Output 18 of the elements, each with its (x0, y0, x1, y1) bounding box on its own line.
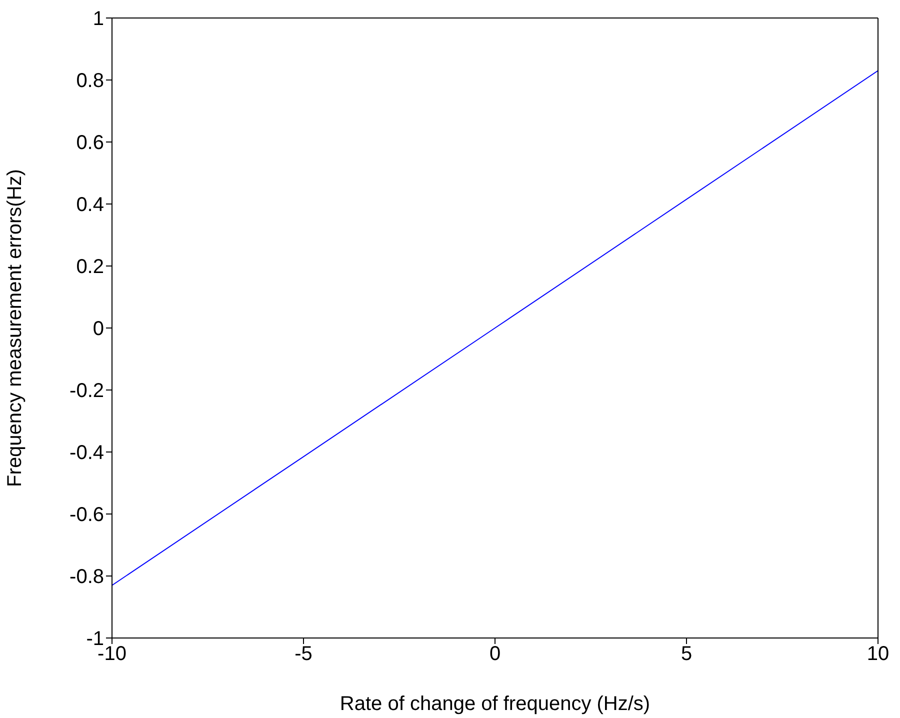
y-tick-label: -0.8 (70, 566, 104, 588)
x-tick-label: 5 (680, 643, 692, 666)
line-series (112, 70, 878, 586)
y-axis-title: Frequency measurement errors(Hz) (4, 169, 26, 487)
y-tick-label: -0.2 (70, 380, 104, 402)
y-tick-label: 0.6 (76, 132, 104, 154)
y-tick-label: 0.8 (76, 70, 104, 92)
x-tick-label: -5 (294, 643, 312, 666)
y-tick-label: 0.2 (76, 256, 104, 278)
y-tick-label: -0.6 (70, 504, 104, 526)
y-tick-label: 0 (92, 318, 104, 340)
x-tick-label: 0 (489, 643, 501, 666)
y-tick-label: -1 (86, 628, 104, 650)
y-tick-label: 0.4 (76, 194, 104, 216)
y-tick-label: -0.4 (70, 442, 104, 464)
y-tick-label: 1 (92, 8, 104, 30)
x-tick-label: 10 (866, 643, 890, 666)
x-axis-title: Rate of change of frequency (Hz/s) (340, 693, 650, 715)
